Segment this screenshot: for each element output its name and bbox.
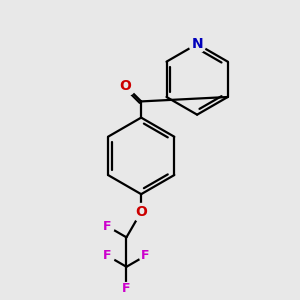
Text: F: F <box>122 282 131 296</box>
Text: N: N <box>191 37 203 51</box>
Text: O: O <box>120 79 131 93</box>
Text: O: O <box>135 205 147 219</box>
Text: F: F <box>103 220 112 233</box>
Text: F: F <box>141 249 150 262</box>
Text: F: F <box>103 249 112 262</box>
